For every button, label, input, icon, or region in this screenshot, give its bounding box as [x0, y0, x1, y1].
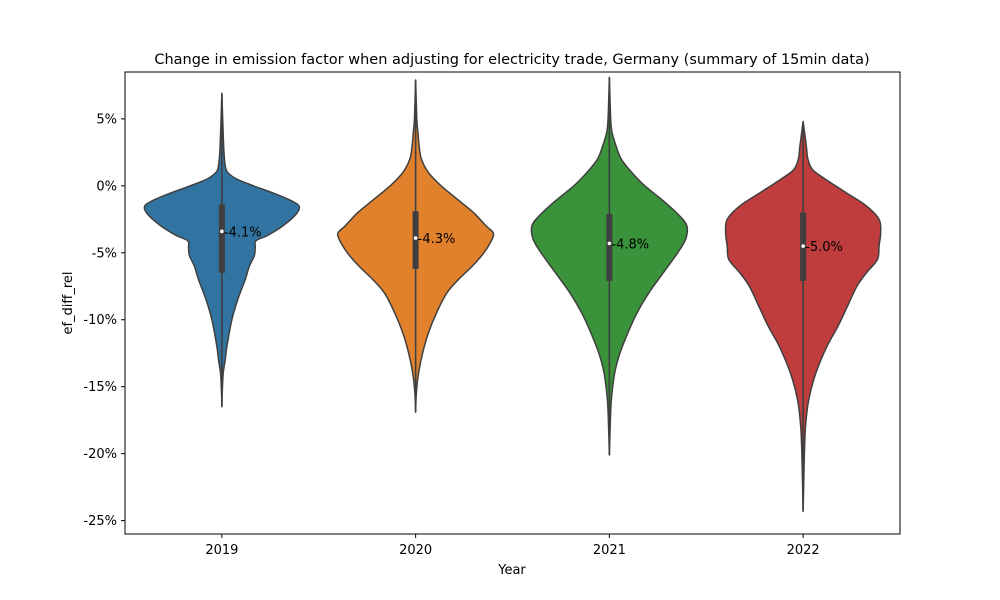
violin-iqr-box-2021 — [606, 213, 613, 281]
x-tick-label: 2019 — [205, 543, 238, 558]
violin-mean-label-2022: -5.0% — [805, 240, 843, 255]
y-tick-label: 5% — [96, 112, 117, 127]
y-tick-label: -20% — [83, 447, 117, 462]
y-tick-label: -25% — [83, 514, 117, 529]
plot-area: -4.1% -4.3% -4.8% -5.0% — [143, 76, 882, 512]
chart-title: Change in emission factor when adjusting… — [154, 52, 869, 68]
violin-iqr-box-2019 — [218, 204, 225, 273]
violin-median-2022 — [801, 244, 805, 248]
y-tick-label: -5% — [92, 246, 117, 261]
x-axis-title: Year — [497, 563, 526, 578]
y-tick-label: -15% — [83, 380, 117, 395]
y-tick-label: -10% — [83, 313, 117, 328]
violin-median-2021 — [607, 241, 612, 246]
y-axis: 5% 0% -5% -10% -15% -20% -25% — [83, 112, 125, 529]
violin-mean-label-2019: -4.1% — [224, 225, 262, 240]
violin-iqr-box-2020 — [412, 211, 419, 269]
violin-median-2019 — [220, 229, 224, 234]
x-axis: 2019 2020 2021 2022 — [205, 534, 820, 558]
x-tick-label: 2021 — [593, 543, 626, 558]
violin-mean-label-2021: -4.8% — [611, 237, 649, 252]
violin-mean-label-2020: -4.3% — [418, 232, 456, 247]
plot-frame — [124, 71, 901, 535]
x-tick-label: 2022 — [787, 543, 820, 558]
x-tick-label: 2020 — [399, 543, 432, 558]
violin-median-2020 — [413, 236, 418, 240]
y-tick-label: 0% — [96, 179, 117, 194]
y-axis-title: ef_diff_rel — [61, 271, 76, 334]
